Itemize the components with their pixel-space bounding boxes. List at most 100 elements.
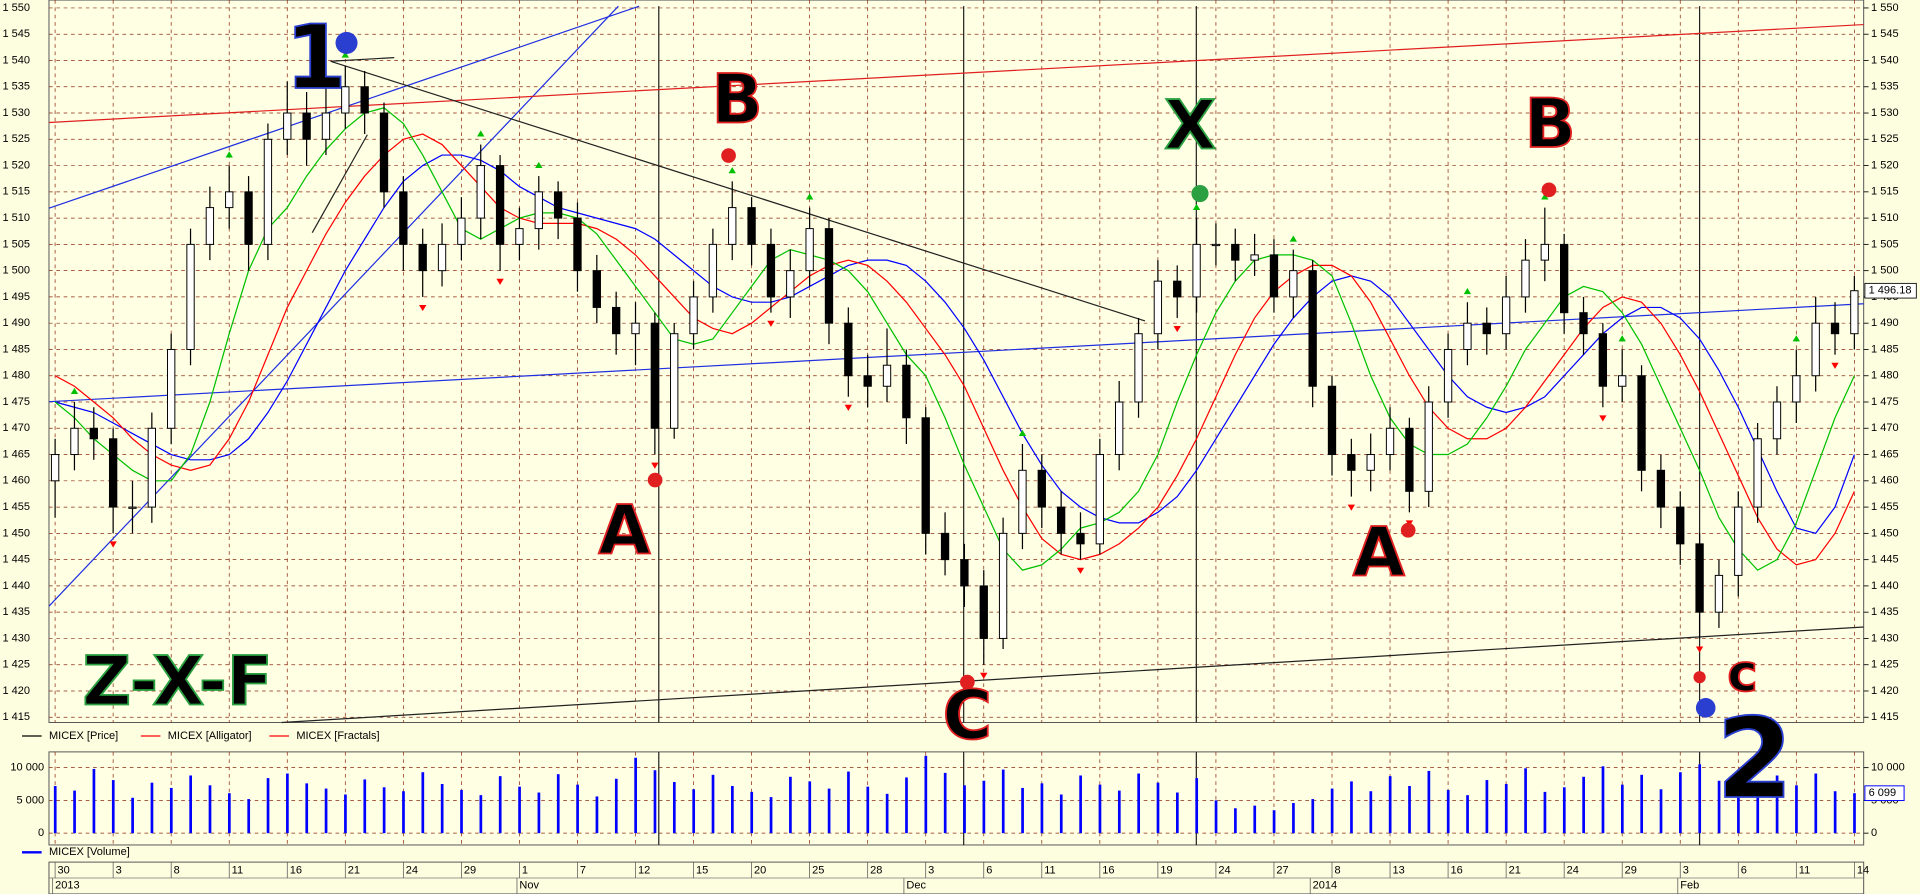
y-tick-label: 1 535 [1871,81,1899,93]
volume-bar [1137,773,1140,834]
candle-body [495,165,505,245]
candle-body [1772,401,1782,440]
candle-body [1482,322,1491,335]
volume-bar [421,772,425,834]
x-tick-label: 30 [58,865,70,877]
candle-body [1714,574,1724,613]
trend-line [281,626,1864,724]
candle-body [1811,322,1820,377]
annotation: B [1525,84,1576,163]
volume-bar [440,784,444,834]
fractal-down [980,672,988,679]
candle-body [167,348,176,429]
candle-body [1443,348,1453,403]
volume-bar [1195,778,1199,834]
candle-body [1134,333,1143,403]
alligator-line [54,133,1855,566]
y-tick-label: 1 520 [1871,159,1899,171]
candle-body [1289,270,1298,298]
candle-body [1095,454,1105,545]
marks [50,51,1859,834]
volume-bar [266,778,270,834]
y-tick-label: 1 475 [1871,396,1899,408]
candle-body [1695,543,1704,613]
trend-lines [48,5,1864,724]
y-tick-label: 1 465 [2,448,30,460]
y-tick-label: 1 490 [2,317,30,329]
candle-body [263,138,273,245]
trend-line [330,60,1146,322]
candle-body [1598,333,1608,387]
month-label: Feb [1680,879,1699,891]
price-legend: MICEX [Price] MICEX [Alligator] MICEX [F… [22,730,380,858]
y-tick-label: 1 515 [1871,186,1899,198]
volume-bar [363,779,367,834]
volume-bar [1311,799,1315,834]
fractal-down [1076,567,1085,574]
volume-bar [1620,784,1624,834]
candle-body [612,306,621,335]
y-tick-label: 1 500 [1871,265,1899,277]
legend-label: MICEX [Alligator] [168,730,252,742]
fractal-up [225,151,233,158]
volume-bar [1292,803,1295,834]
volume-bar [1021,787,1024,834]
y-tick-label: 1 485 [2,343,30,355]
volume-bar [1737,786,1740,834]
volume-bar [208,785,212,834]
x-tick-label: 11 [232,865,243,877]
fractal-down [419,304,427,312]
annotation: C [943,676,992,755]
volume-bar [769,797,773,834]
candle-body [824,228,834,324]
y-tick-label: 1 510 [2,212,30,224]
volume-bar [1466,795,1469,834]
x-tick-label: 24 [406,865,418,877]
x-tick-label: 19 [1160,865,1172,877]
candle-body [283,112,292,140]
last-price-label: 1 496.18 [1869,285,1912,297]
volume-bar [672,782,676,834]
x-tick-label: 3 [928,865,934,877]
fractal-up [341,51,349,58]
candle-body [1734,506,1743,576]
y-tick-label: 1 540 [2,54,30,66]
candle-body [670,333,679,429]
volume-bar [402,791,405,834]
volume-bar [1330,788,1334,834]
fractal-up [805,193,814,200]
annotation: c [1727,644,1757,704]
annotation: A [1353,513,1405,592]
y-tick-label: 0 [38,827,44,839]
x-tick-label: 21 [1509,865,1521,877]
y-tick-label: 1 525 [1871,133,1899,145]
x-tick-label: 24 [1567,865,1579,877]
candle-body [1405,427,1414,492]
y-tick-label: 1 445 [1871,554,1899,566]
volume-bar [1234,808,1237,834]
alligator-line [54,107,1855,571]
y-tick-label: 1 495 [2,291,30,303]
y-tick-label: 1 475 [2,396,30,408]
x-tick-label: 16 [290,865,302,877]
y-tick-label: 1 490 [1871,317,1899,329]
volume-bar [1640,774,1644,834]
volume-bar [1717,780,1721,834]
y-tick-label: 1 455 [1871,501,1899,513]
candle-body [631,322,640,335]
alligator-line [54,154,1855,535]
y-tick-label: 1 550 [1871,2,1899,14]
x-tick-label: 16 [1451,865,1463,877]
annotation-dot [1541,182,1557,198]
volume-bar [1098,784,1102,834]
candle-body [1579,312,1588,335]
volume-bar [943,772,947,834]
legend-label: MICEX [Volume] [49,846,130,858]
y-tick-label: 1 425 [1871,659,1899,671]
fractal-up [1289,235,1297,242]
fractal-up [1192,203,1201,211]
volume-bar [1795,785,1798,834]
y-tick-label: 1 450 [2,527,30,539]
y-tick-label: 1 430 [2,632,30,644]
candle-body [1424,401,1433,492]
